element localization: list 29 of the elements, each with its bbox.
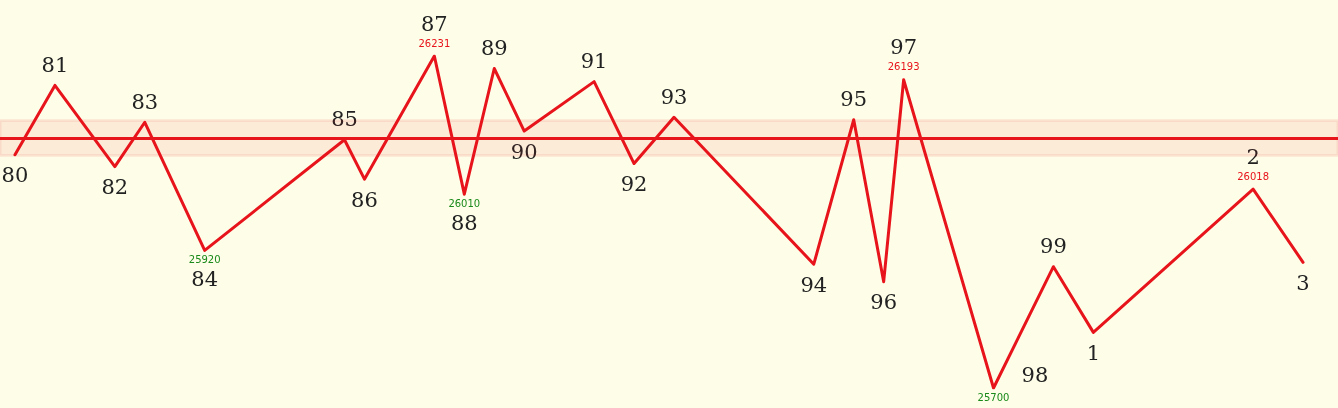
annotation: 85 [331,107,358,132]
annotation: 3 [1296,270,1310,295]
annotation: 2 [1246,144,1260,169]
annotation: 95 [840,87,868,112]
data-label: 25700 [977,391,1010,403]
annotation: 96 [870,290,898,315]
annotation: 92 [620,172,648,197]
annotation: 81 [41,52,69,77]
annotation: 1 [1086,340,1101,365]
annotation: 86 [351,187,378,212]
data-label: 26018 [1237,170,1270,182]
annotation: 90 [510,139,538,164]
data-label: 26231 [418,37,451,49]
annotation: 89 [480,36,508,60]
annotation: 93 [660,84,688,109]
data-label: 26010 [448,197,481,209]
data-label: 26193 [887,61,920,73]
annotation: 99 [1040,234,1067,259]
annotation: 91 [580,49,608,74]
text: 87 [420,11,448,36]
annotation: 80 [1,163,29,188]
annotation: 98 [1021,362,1049,387]
data-label: 25920 [188,253,221,265]
annotation: 94 [800,272,828,297]
annotation: 84 [191,266,219,291]
annotation: 97 [890,35,918,60]
annotation: 82 [101,175,129,200]
annotation: 83 [131,89,159,114]
annotation: 88 [450,210,478,235]
